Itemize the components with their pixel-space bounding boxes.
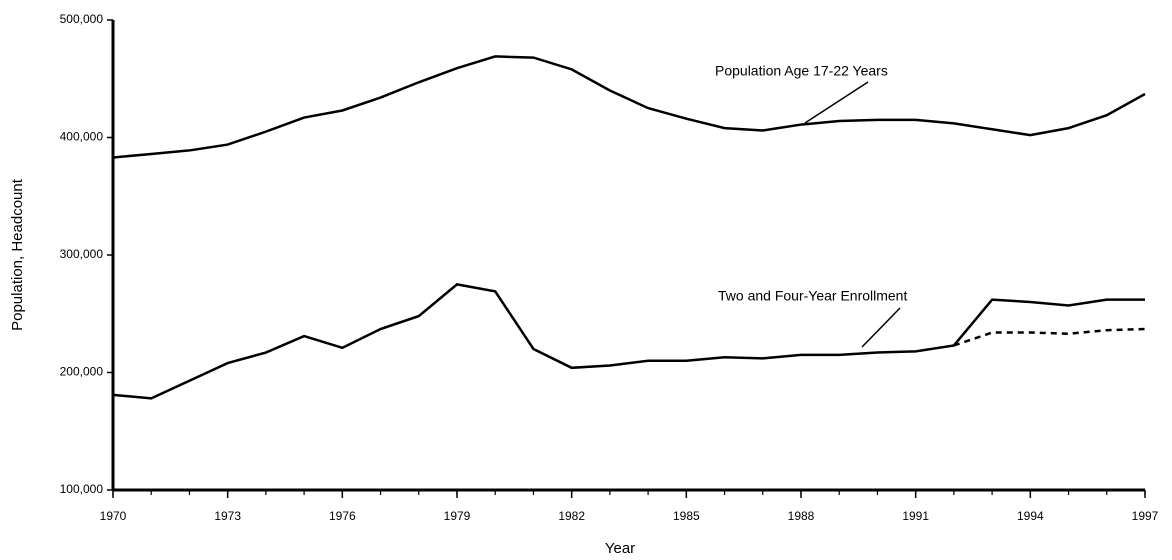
series-label: Two and Four-Year Enrollment (718, 288, 907, 304)
x-axis-label: Year (605, 540, 635, 557)
y-tick-label: 500,000 (60, 12, 104, 26)
x-tick-label: 1982 (558, 509, 585, 523)
x-tick-label: 1979 (444, 509, 471, 523)
series-label: Population Age 17-22 Years (715, 63, 888, 79)
x-tick-label: 1970 (100, 509, 127, 523)
series-line (953, 327, 1146, 347)
leader-line (861, 307, 901, 348)
x-tick-label: 1985 (673, 509, 700, 523)
series-line (112, 283, 1145, 400)
y-tick-label: 100,000 (60, 482, 104, 496)
y-tick-label: 200,000 (60, 365, 104, 379)
x-tick-label: 1973 (214, 509, 241, 523)
series-line (112, 55, 1146, 159)
x-tick-label: 1994 (1017, 509, 1044, 523)
leader-line (804, 81, 869, 124)
x-tick-label: 1976 (329, 509, 356, 523)
y-axis-label: Population, Headcount (9, 178, 26, 331)
y-tick-label: 400,000 (60, 130, 104, 144)
x-tick-label: 1991 (902, 509, 929, 523)
y-tick-label: 300,000 (60, 247, 104, 261)
x-tick-label: 1997 (1132, 509, 1159, 523)
x-tick-label: 1988 (788, 509, 815, 523)
